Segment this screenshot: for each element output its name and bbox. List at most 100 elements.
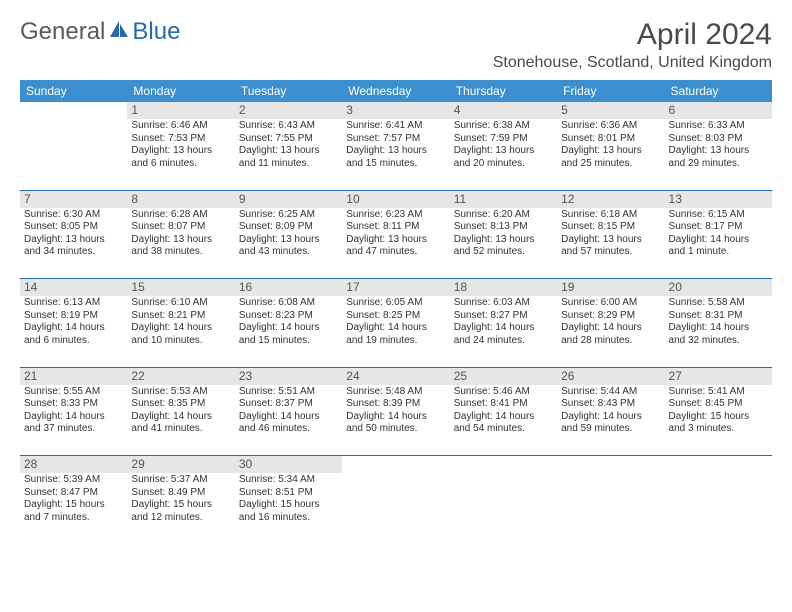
day-details: Sunrise: 5:51 AMSunset: 8:37 PMDaylight:… bbox=[235, 385, 342, 438]
calendar-cell: 3Sunrise: 6:41 AMSunset: 7:57 PMDaylight… bbox=[342, 102, 449, 190]
day-number: 9 bbox=[235, 191, 342, 208]
daylight1-text: Daylight: 14 hours bbox=[24, 411, 123, 424]
daylight1-text: Daylight: 14 hours bbox=[454, 411, 553, 424]
daylight2-text: and 15 minutes. bbox=[346, 158, 445, 171]
weekday-header: Monday bbox=[127, 80, 234, 102]
sunset-text: Sunset: 7:59 PM bbox=[454, 133, 553, 146]
calendar-cell: 30Sunrise: 5:34 AMSunset: 8:51 PMDayligh… bbox=[235, 456, 342, 544]
sunrise-text: Sunrise: 5:46 AM bbox=[454, 386, 553, 399]
calendar-cell: 13Sunrise: 6:15 AMSunset: 8:17 PMDayligh… bbox=[665, 191, 772, 279]
sunrise-text: Sunrise: 5:48 AM bbox=[346, 386, 445, 399]
calendar-cell: 21Sunrise: 5:55 AMSunset: 8:33 PMDayligh… bbox=[20, 368, 127, 456]
daylight2-text: and 52 minutes. bbox=[454, 246, 553, 259]
daylight1-text: Daylight: 13 hours bbox=[24, 234, 123, 247]
daylight2-text: and 3 minutes. bbox=[669, 423, 768, 436]
calendar-cell: 1Sunrise: 6:46 AMSunset: 7:53 PMDaylight… bbox=[127, 102, 234, 190]
day-details: Sunrise: 6:36 AMSunset: 8:01 PMDaylight:… bbox=[557, 119, 664, 172]
sunrise-text: Sunrise: 5:44 AM bbox=[561, 386, 660, 399]
daylight2-text: and 10 minutes. bbox=[131, 335, 230, 348]
sunset-text: Sunset: 8:29 PM bbox=[561, 310, 660, 323]
daylight1-text: Daylight: 15 hours bbox=[24, 499, 123, 512]
day-details: Sunrise: 5:53 AMSunset: 8:35 PMDaylight:… bbox=[127, 385, 234, 438]
calendar-table: Sunday Monday Tuesday Wednesday Thursday… bbox=[20, 80, 772, 544]
calendar-week-row: 7Sunrise: 6:30 AMSunset: 8:05 PMDaylight… bbox=[20, 191, 772, 279]
sunset-text: Sunset: 8:15 PM bbox=[561, 221, 660, 234]
sunrise-text: Sunrise: 6:08 AM bbox=[239, 297, 338, 310]
sunset-text: Sunset: 7:55 PM bbox=[239, 133, 338, 146]
calendar-cell: 28Sunrise: 5:39 AMSunset: 8:47 PMDayligh… bbox=[20, 456, 127, 544]
sunrise-text: Sunrise: 6:10 AM bbox=[131, 297, 230, 310]
calendar-cell: 7Sunrise: 6:30 AMSunset: 8:05 PMDaylight… bbox=[20, 191, 127, 279]
sail-icon bbox=[108, 18, 130, 46]
day-details: Sunrise: 6:15 AMSunset: 8:17 PMDaylight:… bbox=[665, 208, 772, 261]
sunset-text: Sunset: 8:01 PM bbox=[561, 133, 660, 146]
daylight1-text: Daylight: 13 hours bbox=[239, 234, 338, 247]
sunset-text: Sunset: 8:51 PM bbox=[239, 487, 338, 500]
day-number: 20 bbox=[665, 279, 772, 296]
sunset-text: Sunset: 8:39 PM bbox=[346, 398, 445, 411]
calendar-cell: 20Sunrise: 5:58 AMSunset: 8:31 PMDayligh… bbox=[665, 279, 772, 367]
sunrise-text: Sunrise: 5:41 AM bbox=[669, 386, 768, 399]
day-details: Sunrise: 6:41 AMSunset: 7:57 PMDaylight:… bbox=[342, 119, 449, 172]
daylight1-text: Daylight: 14 hours bbox=[239, 411, 338, 424]
calendar-cell bbox=[342, 456, 449, 544]
daylight2-text: and 24 minutes. bbox=[454, 335, 553, 348]
daylight1-text: Daylight: 14 hours bbox=[561, 411, 660, 424]
day-details: Sunrise: 5:44 AMSunset: 8:43 PMDaylight:… bbox=[557, 385, 664, 438]
calendar-cell: 5Sunrise: 6:36 AMSunset: 8:01 PMDaylight… bbox=[557, 102, 664, 190]
sunset-text: Sunset: 8:33 PM bbox=[24, 398, 123, 411]
day-details: Sunrise: 6:38 AMSunset: 7:59 PMDaylight:… bbox=[450, 119, 557, 172]
sunset-text: Sunset: 8:43 PM bbox=[561, 398, 660, 411]
page-title: April 2024 bbox=[493, 18, 772, 52]
day-details: Sunrise: 6:33 AMSunset: 8:03 PMDaylight:… bbox=[665, 119, 772, 172]
sunset-text: Sunset: 7:53 PM bbox=[131, 133, 230, 146]
sunset-text: Sunset: 8:19 PM bbox=[24, 310, 123, 323]
sunrise-text: Sunrise: 6:33 AM bbox=[669, 120, 768, 133]
daylight1-text: Daylight: 13 hours bbox=[131, 145, 230, 158]
day-number: 16 bbox=[235, 279, 342, 296]
daylight1-text: Daylight: 13 hours bbox=[454, 234, 553, 247]
daylight2-text: and 28 minutes. bbox=[561, 335, 660, 348]
day-details: Sunrise: 6:46 AMSunset: 7:53 PMDaylight:… bbox=[127, 119, 234, 172]
calendar-cell: 12Sunrise: 6:18 AMSunset: 8:15 PMDayligh… bbox=[557, 191, 664, 279]
day-number: 4 bbox=[450, 102, 557, 119]
sunset-text: Sunset: 8:25 PM bbox=[346, 310, 445, 323]
sunset-text: Sunset: 8:13 PM bbox=[454, 221, 553, 234]
day-details: Sunrise: 6:43 AMSunset: 7:55 PMDaylight:… bbox=[235, 119, 342, 172]
daylight2-text: and 59 minutes. bbox=[561, 423, 660, 436]
sunrise-text: Sunrise: 6:46 AM bbox=[131, 120, 230, 133]
daylight2-text: and 46 minutes. bbox=[239, 423, 338, 436]
weekday-header: Saturday bbox=[665, 80, 772, 102]
daylight2-text: and 37 minutes. bbox=[24, 423, 123, 436]
sunset-text: Sunset: 7:57 PM bbox=[346, 133, 445, 146]
calendar-cell: 22Sunrise: 5:53 AMSunset: 8:35 PMDayligh… bbox=[127, 368, 234, 456]
calendar-cell: 6Sunrise: 6:33 AMSunset: 8:03 PMDaylight… bbox=[665, 102, 772, 190]
day-number: 6 bbox=[665, 102, 772, 119]
calendar-cell: 2Sunrise: 6:43 AMSunset: 7:55 PMDaylight… bbox=[235, 102, 342, 190]
day-number: 25 bbox=[450, 368, 557, 385]
daylight1-text: Daylight: 13 hours bbox=[346, 145, 445, 158]
sunset-text: Sunset: 8:41 PM bbox=[454, 398, 553, 411]
daylight2-text: and 20 minutes. bbox=[454, 158, 553, 171]
daylight2-text: and 43 minutes. bbox=[239, 246, 338, 259]
day-details: Sunrise: 6:20 AMSunset: 8:13 PMDaylight:… bbox=[450, 208, 557, 261]
daylight2-text: and 38 minutes. bbox=[131, 246, 230, 259]
daylight1-text: Daylight: 13 hours bbox=[131, 234, 230, 247]
sunrise-text: Sunrise: 6:41 AM bbox=[346, 120, 445, 133]
calendar-cell: 26Sunrise: 5:44 AMSunset: 8:43 PMDayligh… bbox=[557, 368, 664, 456]
calendar-cell: 24Sunrise: 5:48 AMSunset: 8:39 PMDayligh… bbox=[342, 368, 449, 456]
calendar-cell bbox=[450, 456, 557, 544]
weekday-header: Sunday bbox=[20, 80, 127, 102]
logo-text-general: General bbox=[20, 18, 105, 46]
sunrise-text: Sunrise: 6:03 AM bbox=[454, 297, 553, 310]
calendar-cell: 15Sunrise: 6:10 AMSunset: 8:21 PMDayligh… bbox=[127, 279, 234, 367]
calendar-week-row: 14Sunrise: 6:13 AMSunset: 8:19 PMDayligh… bbox=[20, 279, 772, 367]
daylight1-text: Daylight: 14 hours bbox=[24, 322, 123, 335]
daylight2-text: and 25 minutes. bbox=[561, 158, 660, 171]
sunrise-text: Sunrise: 6:13 AM bbox=[24, 297, 123, 310]
sunset-text: Sunset: 8:27 PM bbox=[454, 310, 553, 323]
calendar-cell bbox=[557, 456, 664, 544]
sunrise-text: Sunrise: 6:30 AM bbox=[24, 209, 123, 222]
sunrise-text: Sunrise: 5:53 AM bbox=[131, 386, 230, 399]
daylight1-text: Daylight: 15 hours bbox=[239, 499, 338, 512]
